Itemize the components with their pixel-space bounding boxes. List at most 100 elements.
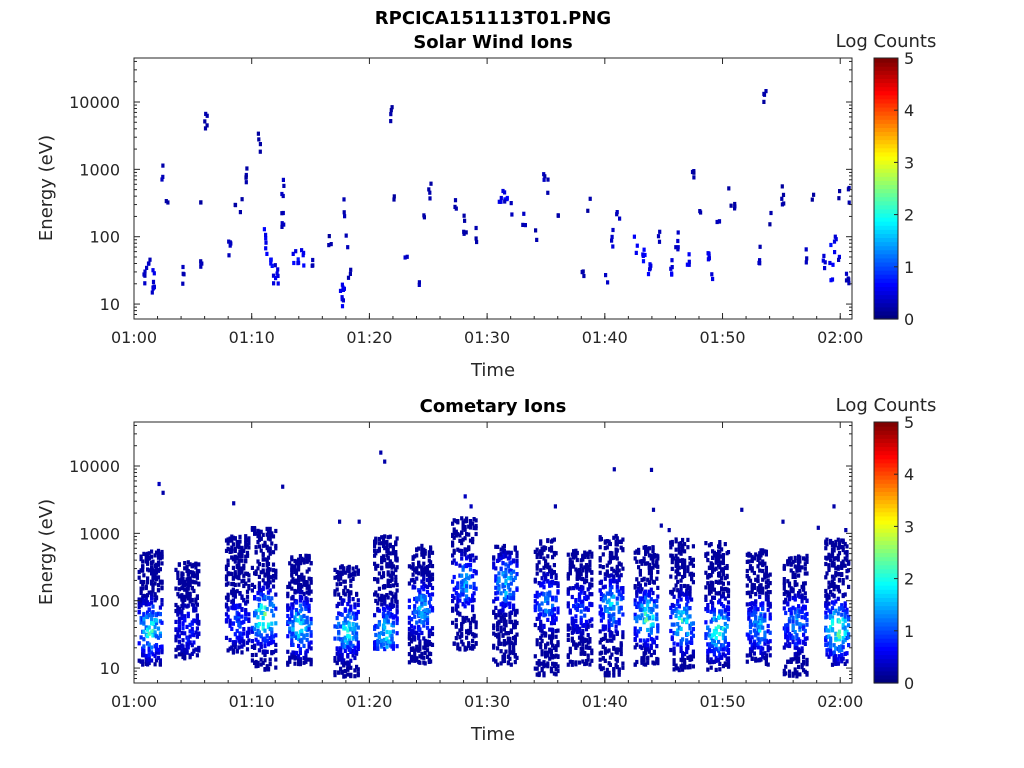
colorbar-segment (874, 135, 898, 141)
spectrogram-cell (798, 622, 802, 627)
spectrogram-cell (390, 600, 394, 605)
spectrogram-cell (619, 641, 623, 646)
spectrogram-cell (151, 588, 155, 593)
spectrogram-cell (425, 617, 430, 622)
spectrogram-cell (590, 592, 594, 597)
spectrogram-cell (355, 611, 359, 616)
spectrogram-cell (381, 571, 386, 576)
spectrogram-cell (830, 579, 835, 584)
spectrogram-cell (264, 236, 268, 241)
spectrogram-cell (714, 667, 718, 672)
spectrogram-cell (347, 636, 351, 641)
spectrogram-cell (160, 586, 164, 591)
spectrogram-cell (245, 594, 250, 599)
spectrogram-cell (380, 555, 384, 560)
spectrogram-cell (151, 585, 155, 590)
spectrogram-cell (706, 605, 710, 610)
spectrogram-cell (712, 567, 716, 572)
spectrogram-cell (233, 603, 237, 609)
spectrogram-cell (681, 650, 685, 656)
spectrogram-cell (549, 548, 554, 553)
spectrogram-cell (637, 550, 641, 555)
spectrogram-cell (548, 547, 552, 552)
spectrogram-cell (804, 247, 808, 252)
spectrogram-cell (302, 602, 306, 607)
spectrogram-cell (610, 566, 614, 571)
spectrogram-cell (390, 634, 394, 639)
spectrogram-cell (704, 620, 708, 625)
spectrogram-cell (726, 550, 731, 555)
spectrogram-cell (605, 638, 609, 643)
spectrogram-cell (467, 596, 471, 602)
spectrogram-cell (588, 585, 592, 590)
spectrogram-cell (355, 664, 359, 669)
y-tick-label: 100 (89, 228, 120, 247)
spectrogram-cell (546, 641, 550, 646)
spectrogram-cell (614, 540, 618, 545)
spectrogram-cell (635, 590, 639, 596)
spectrogram-cell (608, 662, 612, 667)
spectrogram-cell (195, 595, 199, 600)
spectrogram-cell (795, 674, 799, 679)
spectrogram-cell (343, 592, 347, 597)
spectrogram-cell (300, 628, 304, 633)
spectrogram-cell (265, 581, 269, 586)
spectrogram-cell (723, 629, 727, 634)
spectrogram-cell (579, 609, 583, 614)
spectrogram-cell (515, 553, 519, 559)
spectrogram-cell (451, 560, 455, 565)
spectrogram-cell (711, 633, 715, 638)
spectrogram-cell (231, 643, 235, 648)
spectrogram-cell (291, 251, 295, 256)
spectrogram-cell (504, 649, 508, 654)
x-tick-label: 01:40 (582, 328, 628, 347)
spectrogram-cell (394, 574, 398, 579)
spectrogram-cell (388, 590, 392, 595)
spectrogram-cell (706, 654, 710, 660)
spectrogram-cell (286, 649, 290, 654)
spectrogram-cell (343, 635, 347, 640)
spectrogram-cell (242, 548, 246, 553)
spectrogram-cell (174, 654, 178, 659)
spectrogram-cell (386, 535, 390, 540)
spectrogram-cell (803, 637, 807, 642)
spectrogram-cell (186, 586, 190, 591)
spectrogram-cell (766, 629, 770, 634)
spectrogram-cell (707, 591, 712, 596)
spectrogram-cell (787, 607, 792, 612)
spectrogram-cell (300, 589, 304, 594)
spectrogram-cell (269, 257, 273, 262)
spectrogram-cell (758, 561, 762, 566)
spectrogram-cell (646, 613, 650, 619)
spectrogram-cell (297, 574, 301, 580)
spectrogram-cell (309, 646, 313, 651)
spectrogram-cell (270, 630, 274, 635)
spectrogram-cell (824, 610, 828, 615)
spectrogram-cell (546, 596, 550, 601)
spectrogram-cell (468, 620, 473, 625)
spectrogram-cell (231, 591, 235, 596)
spectrogram-cell (614, 620, 618, 625)
spectrogram-cell (640, 587, 644, 592)
spectrogram-cell (791, 619, 795, 624)
spectrogram-cell (805, 556, 809, 561)
spectrogram-cell (515, 655, 519, 660)
spectrogram-cell (513, 625, 517, 630)
spectrogram-cell (837, 196, 841, 201)
spectrogram-cell (599, 667, 603, 672)
spectrogram-cell (503, 199, 507, 204)
spectrogram-cell (388, 563, 392, 568)
spectrogram-cell (789, 607, 793, 612)
spectrogram-cell (805, 617, 809, 622)
spectrogram-cell (139, 597, 143, 602)
spectrogram-cell (472, 585, 476, 591)
spectrogram-cell (787, 617, 792, 622)
spectrogram-cell (247, 578, 251, 583)
spectrogram-cell (656, 569, 660, 575)
spectrogram-cell (644, 545, 648, 550)
spectrogram-cell (452, 518, 456, 523)
spectrogram-cell (385, 553, 389, 558)
spectrogram-cell (353, 605, 357, 610)
spectrogram-cell (302, 575, 306, 580)
spectrogram-cell (509, 619, 513, 625)
